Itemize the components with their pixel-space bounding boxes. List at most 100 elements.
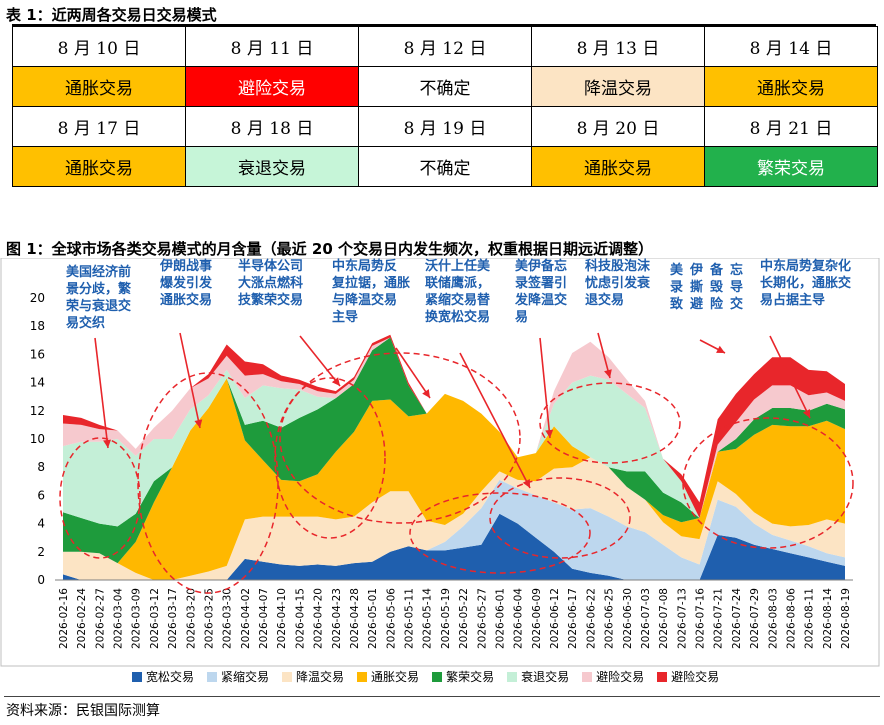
legend-label: 降温交易 [296, 670, 345, 684]
annotation-text: 导 [730, 280, 743, 295]
y-tick-label: 4 [37, 517, 45, 531]
date-cell: 8 月 10 日 [12, 26, 186, 67]
highlight-ellipse [274, 377, 386, 539]
figure-caption: 图 1：全球市场各类交易模式的月含量（最近 20 个交易日内发生频次，权重根据日… [6, 240, 653, 258]
highlight-ellipse [682, 417, 854, 549]
annotation-text: 景分歧，繁 [66, 281, 132, 297]
legend-label: 通胀交易 [371, 670, 420, 684]
x-tick-label: 2026-07-08 [658, 588, 670, 649]
legend-item: 衰退交易 [507, 668, 569, 685]
annotation-text: 中东局势反 [332, 258, 397, 274]
legend-item: 繁荣交易 [432, 668, 494, 685]
area-series-1 [63, 513, 845, 580]
chart-legend: 宽松交易 紧缩交易 降温交易 通胀交易 繁荣交易 衰退交易 避险交易 避险交易 [132, 668, 719, 685]
x-tick-label: 2026-08-19 [840, 588, 852, 649]
annotation-text: 换宽松交易 [425, 309, 490, 325]
legend-swatch [357, 671, 368, 682]
date-cell: 8 月 12 日 [358, 26, 532, 67]
highlight-ellipse [539, 382, 681, 464]
y-tick-label: 14 [30, 376, 45, 390]
x-tick-label: 2026-06-04 [513, 588, 525, 649]
mode-cell: 不确定 [358, 66, 532, 107]
area-series-4 [63, 378, 845, 580]
annotation-text: 荣与衰退交 [65, 298, 131, 314]
x-tick-label: 2026-05-14 [422, 588, 434, 649]
y-tick-label: 0 [37, 573, 45, 587]
annotation-arrowhead [103, 439, 112, 448]
date-cell: 8 月 14 日 [704, 26, 878, 67]
area-series-3 [63, 457, 845, 580]
legend-swatch [432, 671, 443, 682]
annotation-arrow [299, 335, 341, 387]
annotation-text: 致 [670, 296, 684, 312]
legend-swatch [132, 671, 142, 682]
x-tick-label: 2026-03-04 [113, 588, 125, 649]
annotation-arrow [94, 337, 109, 449]
legend-item: 避险交易 [657, 668, 719, 685]
table-row: 通胀交易 避险交易 不确定 降温交易 通胀交易 [12, 66, 878, 107]
chart-frame [0, 258, 880, 667]
y-tick-label: 12 [30, 404, 45, 418]
annotation-arrow [769, 335, 811, 419]
date-cell: 8 月 20 日 [531, 106, 705, 147]
legend-label: 避险交易 [596, 670, 645, 684]
annotation-arrow [179, 332, 201, 429]
date-cell: 8 月 19 日 [358, 106, 532, 147]
x-tick-label: 2026-05-19 [440, 588, 452, 649]
x-tick-label: 2026-03-09 [131, 588, 143, 649]
annotation-text: 伊 [689, 262, 703, 278]
x-tick-label: 2026-06-09 [531, 588, 543, 649]
y-tick-label: 2 [37, 545, 45, 559]
annotation-text: 爆发引发 [160, 275, 213, 291]
legend-label: 衰退交易 [521, 670, 570, 684]
legend-swatch [657, 671, 668, 682]
annotation-text: 录 [670, 280, 683, 295]
annotation-text: 易 [515, 310, 528, 325]
annotation-text: 忘 [730, 262, 743, 278]
area-series-7 [63, 337, 845, 518]
annotation-text: 科技股泡沫 [585, 258, 651, 274]
x-tick-label: 2026-05-01 [367, 588, 379, 649]
annotation-arrow [539, 337, 551, 439]
x-tick-label: 2026-04-15 [294, 588, 306, 649]
y-tick-label: 6 [37, 488, 45, 502]
mode-cell: 衰退交易 [185, 146, 359, 187]
x-tick-label: 2026-04-10 [276, 588, 288, 649]
x-tick-label: 2026-05-11 [404, 588, 416, 649]
date-cell: 8 月 18 日 [185, 106, 359, 147]
legend-swatch [507, 671, 518, 682]
annotation-text: 退交易 [585, 292, 624, 308]
annotation-text: 备 [709, 262, 724, 278]
annotation-text: 美国经济前 [66, 264, 131, 280]
highlight-ellipse [489, 477, 631, 559]
annotation-text: 避 [690, 296, 703, 312]
y-tick-label: 16 [30, 347, 45, 361]
x-tick-label: 2026-04-07 [258, 588, 270, 649]
annotation-arrowhead [331, 377, 340, 386]
annotation-text: 易占据主导 [760, 292, 825, 308]
annotation-arrow [459, 352, 531, 489]
x-tick-label: 2026-08-06 [785, 588, 797, 649]
legend-swatch [582, 671, 593, 682]
mode-cell: 通胀交易 [531, 146, 705, 187]
legend-label: 宽松交易 [146, 670, 195, 684]
x-tick-label: 2026-06-12 [549, 588, 561, 649]
annotation-text: 易交织 [66, 315, 105, 331]
annotation-text: 录签署引 [515, 275, 567, 291]
mode-cell: 通胀交易 [704, 66, 878, 107]
x-tick-label: 2026-04-28 [349, 588, 361, 649]
x-tick-label: 2026-08-03 [767, 588, 779, 649]
source-note: 资料来源：民银国际测算 [6, 703, 160, 719]
annotation-text: 忧虑引发衰 [585, 275, 651, 291]
x-tick-label: 2026-07-21 [713, 588, 725, 649]
legend-label: 避险交易 [671, 670, 720, 684]
legend-item: 通胀交易 [357, 668, 419, 685]
x-tick-label: 2026-06-30 [622, 588, 634, 649]
x-tick-label: 2026-03-12 [149, 588, 161, 649]
highlight-ellipse [59, 437, 141, 559]
legend-swatch [207, 671, 218, 682]
x-tick-label: 2026-08-14 [822, 588, 834, 649]
mode-cell: 降温交易 [531, 66, 705, 107]
x-tick-label: 2026-07-29 [749, 588, 761, 649]
